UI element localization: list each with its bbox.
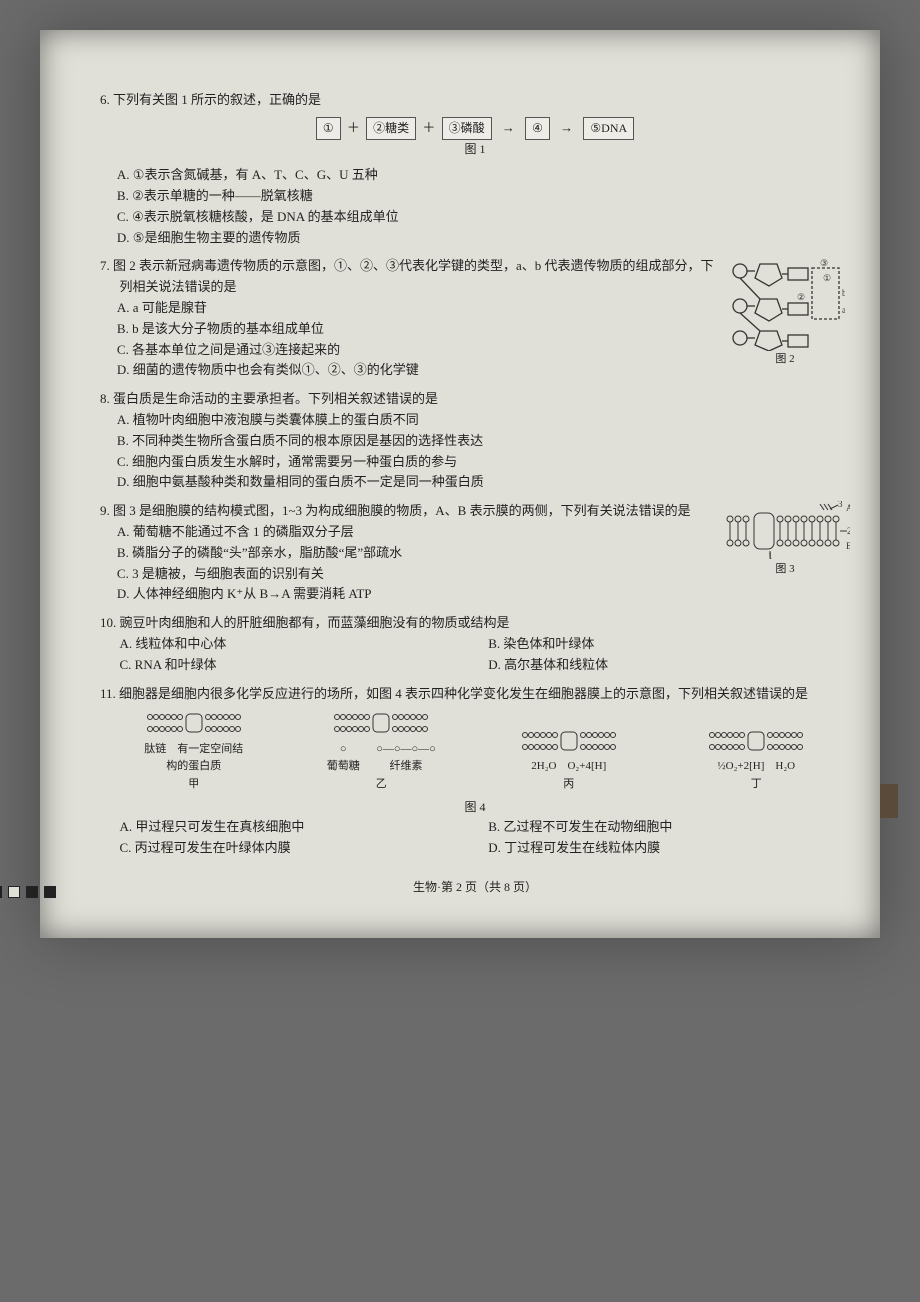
q11-a-name: 甲 [104,776,284,794]
q8-opt-d: D. 细胞中氨基酸种类和数量相同的蛋白质不一定是同一种蛋白质 [100,472,850,493]
q11-opt-b: B. 乙过程不可发生在动物细胞中 [488,817,817,838]
q6-box-5: ⑤DNA [583,117,634,140]
q11-c-right: O₂+4[H] [567,760,606,772]
q11-a-right: 有一定空间结 构的蛋白质 [166,743,243,773]
q6-box-2: ②糖类 [366,117,416,140]
q10-opt-a: A. 线粒体和中心体 [120,634,449,655]
q11-opt-a: A. 甲过程只可发生在真核细胞中 [120,817,449,838]
q11-stem: 11. 细胞器是细胞内很多化学反应进行的场所，如图 4 表示四种化学变化发生在细… [100,684,850,705]
q11-b-name: 乙 [291,776,471,794]
q11-b-chain: ○—○—○—○ [376,743,436,755]
q9-figure: A B 3 2 1 图 3 [720,501,850,579]
q11-panel-c: 2H₂O O₂+4[H] 丙 [479,730,659,794]
q6-box-3: ③磷酸 [442,117,492,140]
q11-d-right: H₂O [775,760,795,772]
svg-text:a: a [842,305,845,315]
q6-opt-b: B. ②表示单糖的一种——脱氧核糖 [100,186,850,207]
q6-box-4: ④ [525,117,550,140]
q11-b-right: 纤维素 [389,760,422,772]
q10-opt-b: B. 染色体和叶绿体 [488,634,817,655]
arrow-icon: → [502,118,515,139]
q6-caption: 图 1 [100,140,850,159]
membrane-icon [479,730,659,752]
membrane-diagram-icon: A B 3 2 1 [720,501,850,561]
svg-text:③: ③ [820,258,828,268]
q9-label-2: 2 [847,526,850,536]
q7-figure: ③ ① ② b a 图 2 [720,256,850,369]
membrane-icon [104,712,284,734]
q11-a-left: 肽链 [144,743,166,755]
q11-options: A. 甲过程只可发生在真核细胞中 B. 乙过程不可发生在动物细胞中 C. 丙过程… [100,817,850,859]
svg-text:①: ① [823,273,831,283]
q11-panel-b: ○葡萄糖 ○—○—○—○纤维素 乙 [291,712,471,793]
q10-opt-d: D. 高尔基体和线粒体 [488,655,817,676]
question-11: 11. 细胞器是细胞内很多化学反应进行的场所，如图 4 表示四种化学变化发生在细… [100,684,850,859]
membrane-icon [291,712,471,734]
rna-structure-icon: ③ ① ② b a [725,256,845,351]
q11-panel-d: ½O₂+2[H] H₂O 丁 [666,730,846,794]
q11-b-left: 葡萄糖 [327,760,360,772]
q10-options: A. 线粒体和中心体 B. 染色体和叶绿体 C. RNA 和叶绿体 D. 高尔基… [100,634,850,676]
q6-opt-c: C. ④表示脱氧核糖核酸，是 DNA 的基本组成单位 [100,207,850,228]
q8-opt-b: B. 不同种类生物所含蛋白质不同的根本原因是基因的选择性表达 [100,431,850,452]
q11-figure: 肽链 有一定空间结 构的蛋白质 甲 ○葡萄糖 [100,712,850,793]
q8-stem: 8. 蛋白质是生命活动的主要承担者。下列相关叙述错误的是 [100,389,850,410]
q9-label-3: 3 [838,501,843,509]
side-tab-icon [880,784,898,818]
question-9: A B 3 2 1 图 3 9. 图 3 是细胞膜的结构模式图，1~3 为构成细… [100,501,850,605]
q9-caption: 图 3 [720,561,850,579]
q6-opt-d: D. ⑤是细胞生物主要的遗传物质 [100,228,850,249]
q8-opt-a: A. 植物叶肉细胞中液泡膜与类囊体膜上的蛋白质不同 [100,410,850,431]
q11-c-name: 丙 [479,776,659,794]
q11-d-left: ½O₂+2[H] [717,760,764,772]
q9-label-1: 1 [768,551,773,561]
q11-panel-a: 肽链 有一定空间结 构的蛋白质 甲 [104,712,284,793]
q11-c-left: 2H₂O [531,760,556,772]
exam-paper: 6. 下列有关图 1 所示的叙述，正确的是 ① ＋ ②糖类 ＋ ③磷酸 → ④ … [40,30,880,938]
membrane-icon [666,730,846,752]
plus-sign: ＋ [347,120,360,135]
q8-opt-c: C. 细胞内蛋白质发生水解时，通常需要另一种蛋白质的参与 [100,452,850,473]
question-7: ③ ① ② b a 图 2 7. 图 2 表示新冠病毒遗传物质的示意图，①、②、… [100,256,850,381]
q7-caption: 图 2 [720,351,850,369]
svg-text:②: ② [797,292,805,302]
question-6: 6. 下列有关图 1 所示的叙述，正确的是 ① ＋ ②糖类 ＋ ③磷酸 → ④ … [100,90,850,248]
arrow-icon: → [560,118,573,139]
binding-holes-icon [0,886,56,898]
page-wrap: 6. 下列有关图 1 所示的叙述，正确的是 ① ＋ ②糖类 ＋ ③磷酸 → ④ … [0,0,920,1302]
q11-opt-d: D. 丁过程可发生在线粒体内膜 [488,838,817,859]
q6-diagram: ① ＋ ②糖类 ＋ ③磷酸 → ④ → ⑤DNA 图 1 [100,117,850,159]
q11-caption: 图 4 [100,798,850,817]
q10-stem: 10. 豌豆叶肉细胞和人的肝脏细胞都有，而蓝藻细胞没有的物质或结构是 [100,613,850,634]
q11-opt-c: C. 丙过程可发生在叶绿体内膜 [120,838,449,859]
svg-text:b: b [842,288,845,298]
q6-opt-a: A. ①表示含氮碱基，有 A、T、C、G、U 五种 [100,165,850,186]
plus-sign: ＋ [422,120,435,135]
page-footer: 生物·第 2 页（共 8 页） [100,878,850,897]
q6-stem: 6. 下列有关图 1 所示的叙述，正确的是 [100,90,850,111]
question-10: 10. 豌豆叶肉细胞和人的肝脏细胞都有，而蓝藻细胞没有的物质或结构是 A. 线粒… [100,613,850,675]
question-8: 8. 蛋白质是生命活动的主要承担者。下列相关叙述错误的是 A. 植物叶肉细胞中液… [100,389,850,493]
q6-box-1: ① [316,117,341,140]
q11-d-name: 丁 [666,776,846,794]
q9-label-b: B [846,541,850,551]
q9-opt-d: D. 人体神经细胞内 K⁺从 B→A 需要消耗 ATP [100,584,850,605]
q9-label-a: A [846,503,850,513]
q10-opt-c: C. RNA 和叶绿体 [120,655,449,676]
